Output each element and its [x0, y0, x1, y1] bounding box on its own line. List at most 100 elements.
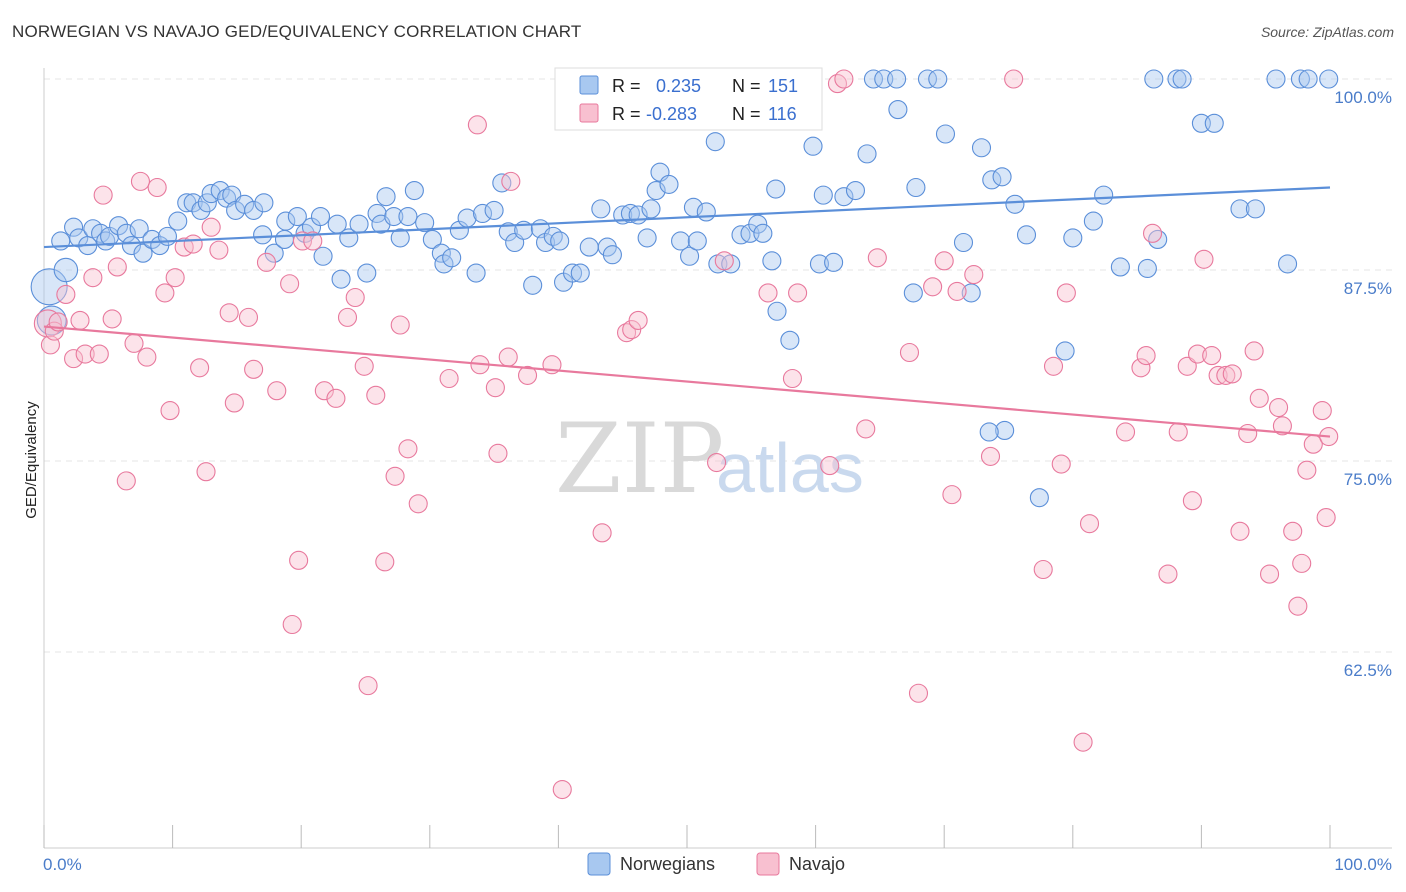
- data-point: [592, 523, 612, 543]
- data-point: [641, 199, 661, 219]
- data-point: [287, 206, 307, 227]
- data-point: [375, 552, 395, 572]
- data-point: [1055, 341, 1075, 361]
- data-point: [602, 245, 622, 265]
- legend-n-label: N =: [732, 104, 761, 124]
- data-point: [1202, 346, 1222, 366]
- data-point: [376, 187, 396, 207]
- data-point: [30, 268, 68, 306]
- data-point: [680, 246, 700, 266]
- data-point: [485, 378, 505, 398]
- watermark: ZIP atlas: [555, 403, 864, 515]
- data-point: [442, 248, 462, 268]
- data-point: [887, 69, 907, 89]
- series-layer: [30, 69, 1339, 800]
- data-point: [758, 283, 778, 303]
- data-point: [70, 310, 90, 330]
- data-point: [1016, 225, 1037, 245]
- data-point: [942, 485, 962, 505]
- y-tick-label: 87.5%: [1344, 279, 1392, 298]
- data-point: [282, 614, 302, 635]
- data-point: [116, 471, 136, 491]
- data-point: [1131, 358, 1151, 378]
- data-point: [222, 185, 242, 205]
- data-point: [934, 251, 954, 271]
- data-point: [488, 443, 508, 463]
- data-point: [824, 252, 844, 272]
- data-point: [168, 211, 188, 231]
- data-point: [183, 234, 203, 254]
- data-point: [267, 381, 287, 401]
- trend-line-norwegians: [43, 186, 1331, 249]
- data-point: [834, 69, 854, 89]
- axes: [43, 68, 1392, 849]
- data-point: [617, 323, 637, 343]
- data-point: [1244, 341, 1264, 361]
- data-point: [687, 231, 707, 251]
- data-point: [1083, 211, 1103, 231]
- x-tick-label: 0.0%: [43, 855, 82, 874]
- tick-labels: 62.5% 75.0% 87.5% 100.0% 0.0% 100.0%: [43, 88, 1392, 874]
- data-point: [337, 307, 358, 327]
- data-point: [1297, 460, 1317, 480]
- data-point: [121, 236, 141, 256]
- legend-n-value: 151: [768, 76, 798, 96]
- y-tick-label: 75.0%: [1344, 470, 1392, 489]
- data-point: [219, 303, 239, 323]
- data-point: [782, 368, 803, 389]
- data-point: [1094, 185, 1114, 205]
- data-point: [809, 254, 830, 274]
- watermark-atlas: atlas: [716, 429, 864, 507]
- data-point: [238, 307, 259, 327]
- data-point: [856, 419, 876, 439]
- data-point: [155, 283, 175, 303]
- data-point: [358, 676, 378, 696]
- data-point: [714, 251, 734, 271]
- data-point: [980, 446, 1001, 466]
- series-navajo: [33, 69, 1339, 800]
- data-point: [1056, 283, 1076, 303]
- data-point: [628, 310, 648, 330]
- data-point: [501, 171, 521, 191]
- data-point: [903, 283, 923, 303]
- data-point: [788, 283, 808, 303]
- data-point: [129, 219, 149, 239]
- data-point: [434, 254, 454, 274]
- data-point: [209, 240, 229, 260]
- chart-title: NORWEGIAN VS NAVAJO GED/EQUIVALENCY CORR…: [12, 22, 582, 41]
- legend-bottom: Norwegians Navajo: [587, 852, 845, 876]
- data-point: [1168, 422, 1188, 442]
- data-point: [1144, 69, 1164, 89]
- data-point: [1136, 346, 1156, 366]
- data-point: [1288, 596, 1308, 616]
- data-point: [1230, 521, 1250, 541]
- data-point: [1292, 553, 1312, 573]
- data-point: [813, 185, 833, 205]
- data-point: [349, 214, 369, 234]
- data-point: [1249, 388, 1269, 408]
- legend-box: [554, 67, 823, 131]
- data-point: [1316, 507, 1336, 528]
- data-point: [535, 232, 556, 253]
- data-point: [498, 347, 518, 367]
- legend-r-value: -0.283: [646, 104, 697, 124]
- data-point: [1230, 199, 1250, 219]
- data-point: [935, 124, 956, 144]
- data-point: [1029, 488, 1049, 508]
- data-point: [659, 174, 679, 194]
- data-point: [928, 69, 948, 89]
- data-point: [1115, 422, 1136, 442]
- data-point: [165, 268, 185, 288]
- data-point: [1298, 69, 1318, 89]
- data-point: [408, 494, 428, 514]
- data-point: [1073, 732, 1093, 752]
- data-point: [517, 365, 538, 385]
- data-point: [834, 187, 854, 207]
- data-point: [906, 177, 926, 198]
- data-point: [102, 309, 122, 329]
- data-point: [326, 388, 346, 408]
- data-point: [562, 263, 583, 283]
- data-point: [1319, 69, 1339, 89]
- data-point: [1110, 257, 1130, 277]
- data-point: [570, 263, 590, 283]
